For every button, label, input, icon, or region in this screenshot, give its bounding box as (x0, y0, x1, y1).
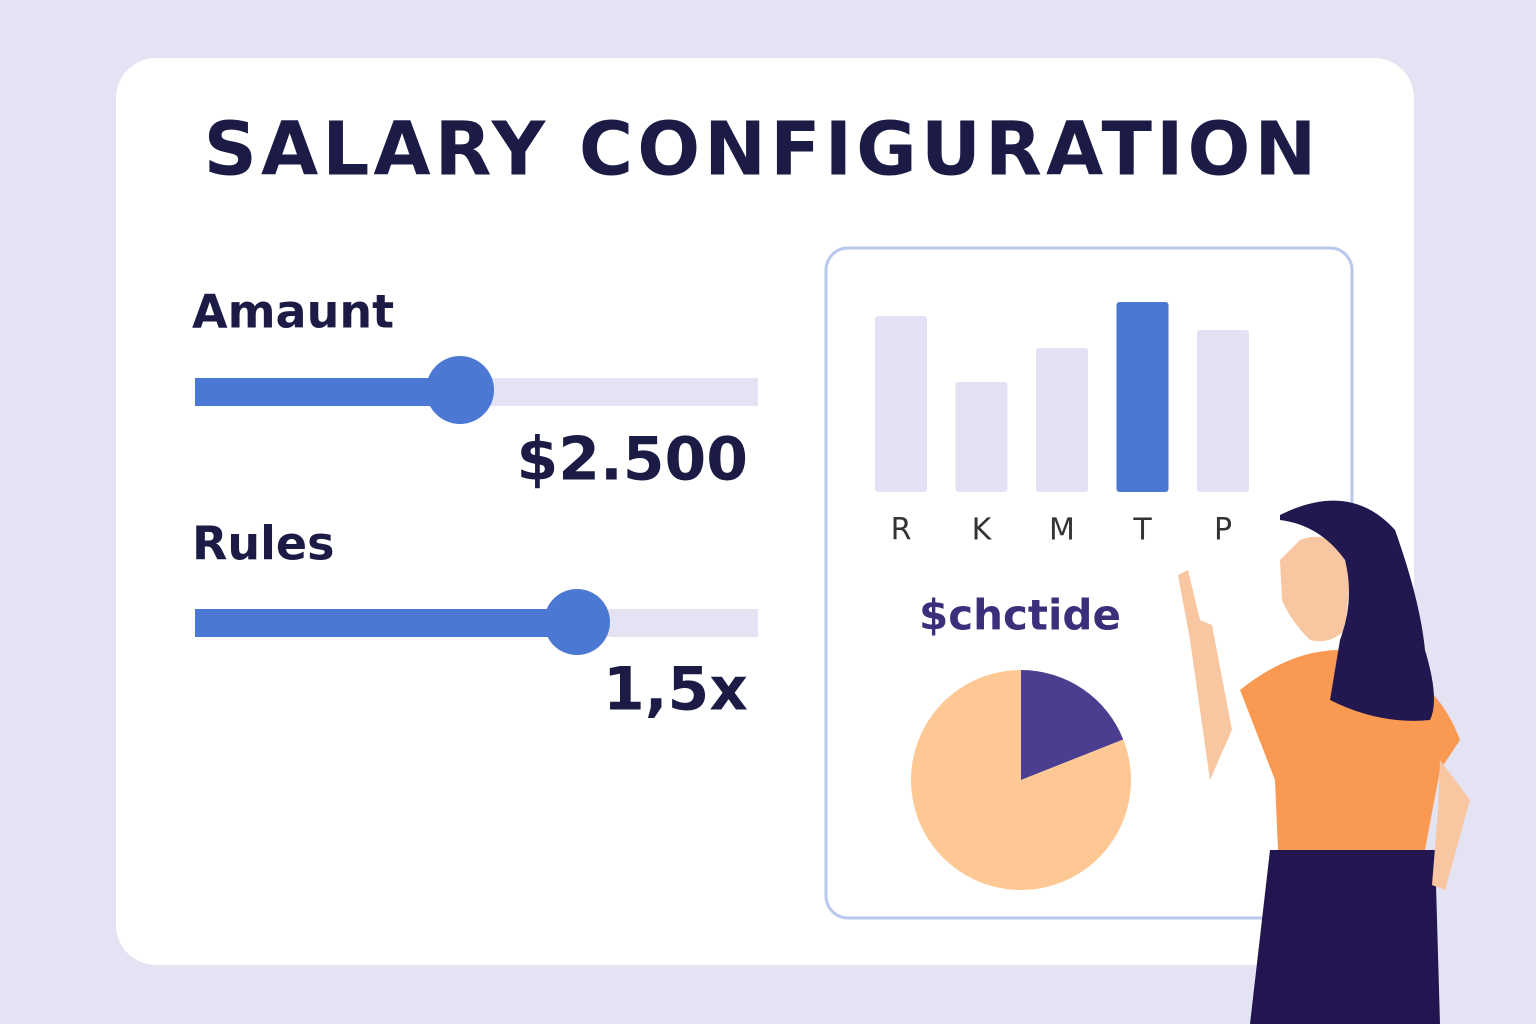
arm (1178, 570, 1245, 780)
bar-label: R (891, 513, 912, 548)
page-title: SALARY CONFIGURATION (204, 107, 1321, 193)
bar-label: T (1132, 513, 1152, 548)
bar (1036, 348, 1088, 492)
bar-label: P (1214, 513, 1232, 548)
hair (1280, 500, 1434, 721)
bar (1116, 302, 1169, 492)
slider-label: Rules (192, 517, 335, 571)
pie-slice (1021, 670, 1124, 780)
bar-label: M (1049, 513, 1075, 548)
face (1280, 536, 1350, 642)
person-illustration (1178, 500, 1470, 1024)
pants (1250, 850, 1440, 1024)
slider-label: Amaunt (192, 285, 394, 339)
bar (955, 382, 1008, 492)
slider-knob[interactable] (544, 589, 610, 655)
pie-title: $chctide (919, 591, 1121, 640)
bar (875, 316, 927, 492)
slider-fill (195, 378, 460, 406)
bar-label: K (972, 513, 993, 548)
slider-value: 1,5x (603, 655, 748, 725)
slider-value: $2.500 (516, 425, 748, 495)
slider-fill (195, 609, 577, 637)
pie-slice (911, 670, 1131, 890)
arm (1432, 760, 1470, 890)
slider-knob[interactable] (426, 356, 494, 424)
bar (1197, 330, 1249, 492)
